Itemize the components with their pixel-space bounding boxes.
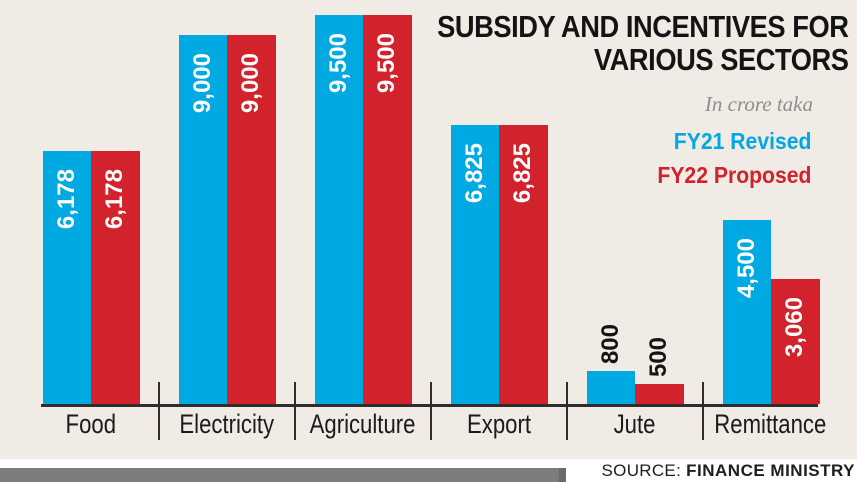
- source-prefix: SOURCE:: [601, 461, 682, 480]
- bar-fy22-proposed-export: 6,825: [499, 125, 548, 404]
- bar-fy21-revised-agriculture: 9,500: [314, 15, 364, 404]
- bar-value-wrap: 500: [635, 337, 684, 377]
- bar-value-wrap: 6,825: [499, 143, 548, 203]
- chart-title-line1: SUBSIDY AND INCENTIVES FOR: [437, 9, 850, 44]
- bar-value-wrap: 800: [587, 324, 636, 364]
- category-label-export: Export: [466, 409, 531, 439]
- bar-value-wrap: 9,500: [363, 33, 412, 93]
- source-name: FINANCE MINISTRY: [686, 461, 855, 480]
- source-credit: SOURCE: FINANCE MINISTRY: [602, 461, 855, 481]
- footer-gray-bar-cap: [559, 468, 566, 482]
- bar-value-label: 6,825: [509, 143, 537, 204]
- footer-gray-bar: [0, 468, 566, 482]
- bar-group-export: 6,825 6,825: [431, 125, 567, 404]
- bar-value-label: 3,060: [781, 297, 809, 358]
- category-labels-row: Food Electricity Agriculture Export Jute Remi…: [23, 409, 839, 440]
- chart-title: SUBSIDY AND INCENTIVES FOR VARIOUS SECTO…: [437, 9, 850, 78]
- bar-group-remittance: 4,500 3,060: [703, 220, 839, 404]
- category-divider: [429, 382, 433, 440]
- bar-value-label: 9,000: [237, 53, 265, 114]
- bar-group-food: 6,178 6,178: [23, 151, 159, 404]
- bar-chart-plot: 6,178 6,178 9,000 9,000 9,500 9,500 6,825 6,825…: [23, 0, 839, 404]
- bar-group-agriculture: 9,500 9,500: [295, 15, 431, 404]
- legend: FY21 Revised FY22 Proposed: [657, 124, 811, 192]
- bar-value-label: 9,000: [188, 53, 216, 114]
- category-divider: [293, 382, 297, 440]
- bar-value-wrap: 6,178: [91, 169, 140, 229]
- bar-value-label: 4,500: [732, 238, 760, 299]
- category-label-food: Food: [65, 409, 117, 439]
- bar-value-wrap: 9,000: [227, 53, 276, 113]
- bar-value-wrap: 6,178: [43, 169, 92, 229]
- bar-value-label: 9,500: [324, 33, 352, 94]
- bar-value-wrap: 3,060: [771, 297, 820, 357]
- bar-value-label: 6,178: [101, 169, 129, 230]
- category-divider: [565, 382, 569, 440]
- bar-value-label: 6,178: [52, 169, 80, 230]
- legend-item-fy21: FY21 Revised: [673, 128, 811, 154]
- chart-background: [0, 0, 857, 459]
- bar-value-wrap: 9,500: [315, 33, 364, 93]
- bar-fy21-revised-remittance: 4,500: [722, 220, 772, 404]
- category-divider: [157, 382, 161, 440]
- bar-value-label: 500: [645, 336, 673, 377]
- unit-label: In crore taka: [704, 92, 813, 116]
- category-label-jute: Jute: [613, 409, 656, 439]
- bar-fy22-proposed-remittance: 3,060: [771, 279, 820, 404]
- x-axis-line: [41, 404, 818, 407]
- bar-value-label: 9,500: [373, 33, 401, 94]
- bar-value-wrap: 6,825: [451, 143, 500, 203]
- bar-value-wrap: 9,000: [179, 53, 228, 113]
- bar-fy22-proposed-agriculture: 9,500: [363, 15, 412, 404]
- category-label-remittance: Remittance: [714, 409, 827, 439]
- bar-value-label: 6,825: [460, 143, 488, 204]
- category-divider: [701, 382, 705, 440]
- bar-fy21-revised-export: 6,825: [450, 125, 500, 404]
- bar-fy22-proposed-jute: 500: [635, 337, 684, 404]
- bar-fy22-proposed-electricity: 9,000: [227, 35, 276, 404]
- bar-fy21-revised-jute: 800: [586, 324, 635, 404]
- bar-fy21-revised-food: 6,178: [42, 151, 92, 404]
- bar-group-electricity: 9,000 9,000: [159, 35, 295, 404]
- bar-value-label: 800: [596, 323, 624, 364]
- bar-group-jute: 800 500: [567, 324, 703, 404]
- category-label-agriculture: Agriculture: [309, 409, 416, 439]
- bar-fy21-revised-electricity: 9,000: [178, 35, 228, 404]
- category-label-electricity: Electricity: [179, 409, 275, 439]
- bar-fy22-proposed-food: 6,178: [91, 151, 140, 404]
- legend-item-fy22: FY22 Proposed: [656, 162, 811, 188]
- bar-value-wrap: 4,500: [723, 238, 772, 298]
- chart-title-line2: VARIOUS SECTORS: [594, 42, 849, 78]
